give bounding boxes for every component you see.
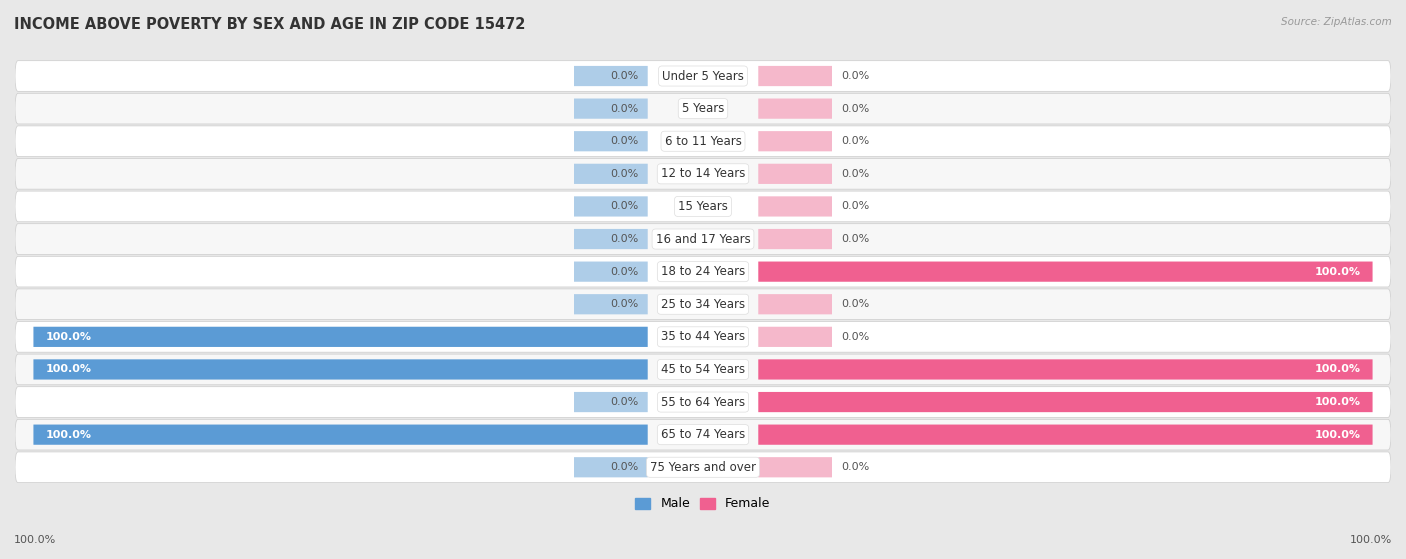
FancyBboxPatch shape [34,359,648,380]
FancyBboxPatch shape [758,164,832,184]
FancyBboxPatch shape [15,321,1391,352]
FancyBboxPatch shape [758,196,832,216]
Legend: Male, Female: Male, Female [630,492,776,515]
FancyBboxPatch shape [15,257,1391,287]
Text: 0.0%: 0.0% [841,299,869,309]
FancyBboxPatch shape [758,262,1372,282]
FancyBboxPatch shape [758,359,1372,380]
FancyBboxPatch shape [15,289,1391,320]
Text: 0.0%: 0.0% [841,103,869,113]
Text: INCOME ABOVE POVERTY BY SEX AND AGE IN ZIP CODE 15472: INCOME ABOVE POVERTY BY SEX AND AGE IN Z… [14,17,526,32]
Text: 0.0%: 0.0% [610,201,638,211]
Text: 0.0%: 0.0% [610,136,638,146]
Text: 0.0%: 0.0% [610,267,638,277]
FancyBboxPatch shape [15,191,1391,222]
FancyBboxPatch shape [15,126,1391,157]
Text: 0.0%: 0.0% [610,71,638,81]
FancyBboxPatch shape [574,392,648,412]
Text: 0.0%: 0.0% [841,201,869,211]
Text: 100.0%: 100.0% [46,332,91,342]
FancyBboxPatch shape [15,159,1391,189]
Text: Under 5 Years: Under 5 Years [662,69,744,83]
Text: 0.0%: 0.0% [610,462,638,472]
Text: 100.0%: 100.0% [14,535,56,545]
FancyBboxPatch shape [758,457,832,477]
Text: 100.0%: 100.0% [1315,430,1360,440]
FancyBboxPatch shape [758,131,832,151]
Text: 18 to 24 Years: 18 to 24 Years [661,265,745,278]
Text: 100.0%: 100.0% [1350,535,1392,545]
Text: 0.0%: 0.0% [841,234,869,244]
FancyBboxPatch shape [34,424,648,445]
Text: 0.0%: 0.0% [610,397,638,407]
Text: 100.0%: 100.0% [1315,267,1360,277]
Text: 100.0%: 100.0% [1315,364,1360,375]
Text: 5 Years: 5 Years [682,102,724,115]
FancyBboxPatch shape [758,98,832,119]
FancyBboxPatch shape [34,327,648,347]
Text: 35 to 44 Years: 35 to 44 Years [661,330,745,343]
Text: 65 to 74 Years: 65 to 74 Years [661,428,745,441]
FancyBboxPatch shape [15,354,1391,385]
Text: 0.0%: 0.0% [841,462,869,472]
Text: 25 to 34 Years: 25 to 34 Years [661,298,745,311]
Text: 55 to 64 Years: 55 to 64 Years [661,396,745,409]
FancyBboxPatch shape [574,196,648,216]
Text: 6 to 11 Years: 6 to 11 Years [665,135,741,148]
Text: 0.0%: 0.0% [841,71,869,81]
Text: 0.0%: 0.0% [610,234,638,244]
FancyBboxPatch shape [15,452,1391,482]
FancyBboxPatch shape [15,224,1391,254]
Text: 12 to 14 Years: 12 to 14 Years [661,167,745,181]
FancyBboxPatch shape [574,131,648,151]
Text: 0.0%: 0.0% [841,332,869,342]
FancyBboxPatch shape [758,392,1372,412]
FancyBboxPatch shape [574,457,648,477]
FancyBboxPatch shape [758,229,832,249]
Text: 0.0%: 0.0% [841,136,869,146]
Text: 0.0%: 0.0% [610,299,638,309]
FancyBboxPatch shape [758,424,1372,445]
FancyBboxPatch shape [15,61,1391,91]
FancyBboxPatch shape [574,229,648,249]
FancyBboxPatch shape [574,66,648,86]
FancyBboxPatch shape [574,294,648,314]
FancyBboxPatch shape [574,262,648,282]
FancyBboxPatch shape [758,294,832,314]
Text: 45 to 54 Years: 45 to 54 Years [661,363,745,376]
Text: 15 Years: 15 Years [678,200,728,213]
Text: 100.0%: 100.0% [1315,397,1360,407]
FancyBboxPatch shape [15,387,1391,418]
Text: 100.0%: 100.0% [46,364,91,375]
FancyBboxPatch shape [574,164,648,184]
Text: Source: ZipAtlas.com: Source: ZipAtlas.com [1281,17,1392,27]
Text: 75 Years and over: 75 Years and over [650,461,756,474]
FancyBboxPatch shape [15,419,1391,450]
FancyBboxPatch shape [574,98,648,119]
FancyBboxPatch shape [758,66,832,86]
Text: 0.0%: 0.0% [841,169,869,179]
Text: 100.0%: 100.0% [46,430,91,440]
FancyBboxPatch shape [15,93,1391,124]
Text: 0.0%: 0.0% [610,169,638,179]
FancyBboxPatch shape [758,327,832,347]
Text: 16 and 17 Years: 16 and 17 Years [655,233,751,245]
Text: 0.0%: 0.0% [610,103,638,113]
